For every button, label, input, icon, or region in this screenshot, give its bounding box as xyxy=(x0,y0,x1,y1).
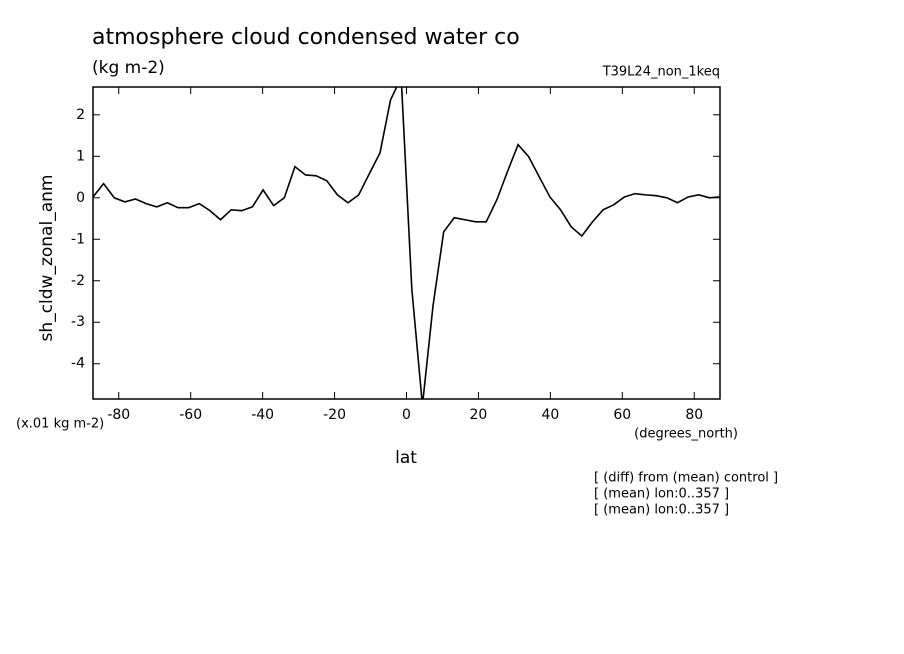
y-tick-label: -2 xyxy=(71,273,85,289)
y-tick-label: -4 xyxy=(71,356,85,372)
x-tick-label: 60 xyxy=(613,407,631,423)
note: [ (diff) from (mean) control ] xyxy=(594,471,778,486)
y-unit: (x.01 kg m-2) xyxy=(16,417,104,432)
x-tick-label: 20 xyxy=(470,407,488,423)
x-tick-label: -20 xyxy=(323,407,346,423)
data-line xyxy=(93,87,720,399)
y-tick-label: -3 xyxy=(71,314,85,330)
note: [ (mean) lon:0..357 ] xyxy=(594,487,729,502)
y-tick-label: 2 xyxy=(76,107,85,123)
note: [ (mean) lon:0..357 ] xyxy=(594,503,729,518)
x-tick-label: 0 xyxy=(402,407,411,423)
y-tick-label: 1 xyxy=(76,148,85,164)
x-tick-label: -60 xyxy=(179,407,202,423)
x-axis-label: lat xyxy=(395,448,417,468)
x-tick-label: 80 xyxy=(685,407,703,423)
x-tick-label: -40 xyxy=(251,407,274,423)
x-tick-label: 40 xyxy=(541,407,559,423)
y-tick-label: -1 xyxy=(71,231,85,247)
x-tick-label: -80 xyxy=(107,407,130,423)
y-axis-label: sh_cldw_zonal_anm xyxy=(37,175,57,342)
x-unit: (degrees_north) xyxy=(634,427,738,442)
chart-title: atmosphere cloud condensed water co xyxy=(92,25,520,50)
run-label: T39L24_non_1keq xyxy=(602,65,720,80)
chart-subtitle: (kg m-2) xyxy=(92,58,165,78)
y-tick-label: 0 xyxy=(76,190,85,206)
